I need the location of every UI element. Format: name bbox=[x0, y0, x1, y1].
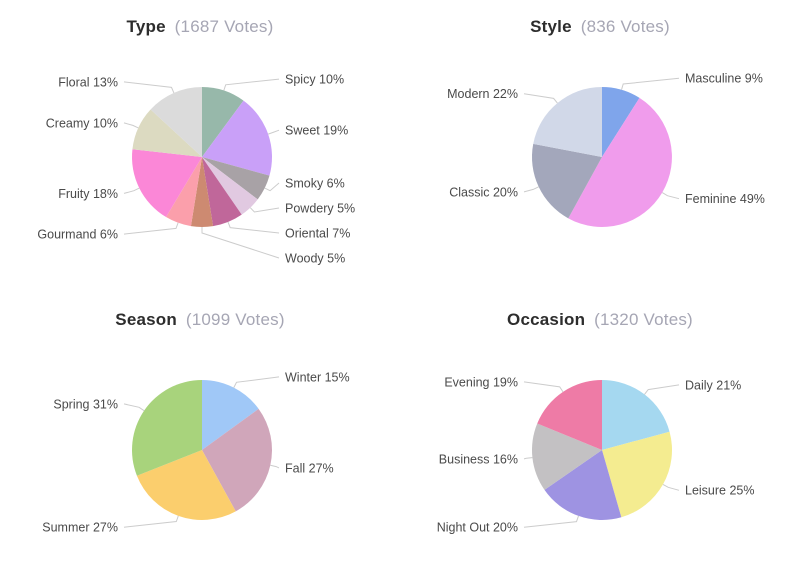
pie-slice-leisure[interactable] bbox=[602, 431, 673, 518]
chart-title-type: Type (1687 Votes) bbox=[0, 17, 400, 37]
label-connector-powdery bbox=[249, 207, 280, 213]
label-connector-evening bbox=[523, 381, 564, 393]
pie-slice-sweet[interactable] bbox=[202, 100, 272, 176]
label-connector-modern bbox=[523, 93, 558, 104]
slice-label-sweet: Sweet 19% bbox=[285, 124, 348, 138]
slice-label-smoky: Smoky 6% bbox=[285, 176, 345, 190]
label-connector-masculine bbox=[621, 77, 680, 90]
slice-label-masculine: Masculine 9% bbox=[685, 72, 763, 86]
pie-slice-spring[interactable] bbox=[132, 380, 202, 476]
slice-label-fruity: Fruity 18% bbox=[58, 187, 118, 201]
pie-slice-powdery[interactable] bbox=[202, 157, 258, 215]
pie-chart-occasion: Daily 21% Leisure 25% Evening 19% Business … bbox=[437, 375, 755, 535]
label-connector-fall bbox=[270, 464, 280, 469]
slice-label-leisure: Leisure 25% bbox=[685, 484, 755, 498]
slice-label-woody: Woody 5% bbox=[285, 251, 345, 265]
chart-title-style: Style (836 Votes) bbox=[400, 17, 800, 37]
slice-label-floral: Floral 13% bbox=[58, 75, 118, 89]
label-connector-business bbox=[523, 457, 533, 460]
pie-slice-evening[interactable] bbox=[537, 380, 602, 450]
slice-label-spicy: Spicy 10% bbox=[285, 72, 344, 86]
pie-slice-smoky[interactable] bbox=[202, 157, 270, 200]
chart-title-season: Season (1099 Votes) bbox=[0, 310, 400, 330]
label-connector-leisure bbox=[662, 483, 680, 491]
slice-label-evening: Evening 19% bbox=[444, 375, 518, 389]
chart-cell-type: Type (1687 Votes) Spicy 10% Sweet 19% Smok… bbox=[0, 0, 400, 293]
slice-label-fall: Fall 27% bbox=[285, 461, 334, 475]
slice-label-winter: Winter 15% bbox=[285, 370, 350, 384]
slice-label-business: Business 16% bbox=[439, 452, 518, 466]
pie-slice-feminine[interactable] bbox=[568, 97, 672, 227]
slice-label-summer: Summer 27% bbox=[42, 521, 118, 535]
chart-title-name: Type bbox=[126, 17, 166, 36]
label-connector-feminine bbox=[662, 192, 680, 200]
pie-chart-style: Masculine 9% Feminine 49% Modern 22% Classi… bbox=[447, 72, 765, 227]
label-connector-daily bbox=[644, 384, 680, 395]
label-connector-classic bbox=[523, 186, 539, 193]
pie-chart-season: Winter 15% Fall 27% Spring 31% Summer 27% bbox=[42, 370, 350, 535]
pie-slice-spicy[interactable] bbox=[202, 87, 244, 157]
pie-slice-floral[interactable] bbox=[150, 87, 202, 157]
pie-slice-oriental[interactable] bbox=[202, 157, 242, 227]
slice-label-gourmand: Gourmand 6% bbox=[37, 227, 118, 241]
label-connector-spicy bbox=[223, 78, 280, 91]
label-connector-creamy bbox=[123, 122, 139, 129]
chart-title-name: Occasion bbox=[507, 310, 586, 329]
label-connector-oriental bbox=[227, 221, 280, 234]
label-connector-winter bbox=[233, 376, 280, 388]
pie-slice-classic[interactable] bbox=[532, 143, 602, 219]
pie-slice-summer[interactable] bbox=[136, 450, 236, 520]
slice-label-powdery: Powdery 5% bbox=[285, 201, 355, 215]
pie-slice-night-out[interactable] bbox=[544, 450, 622, 520]
slice-label-spring: Spring 31% bbox=[53, 397, 118, 411]
slice-label-modern: Modern 22% bbox=[447, 87, 518, 101]
label-connector-fruity bbox=[123, 187, 140, 194]
chart-title-votes: (1320 Votes) bbox=[594, 310, 693, 329]
chart-cell-occasion: Occasion (1320 Votes) Daily 21% Leisure 2… bbox=[400, 293, 800, 586]
pie-slice-masculine[interactable] bbox=[602, 87, 640, 157]
slice-label-creamy: Creamy 10% bbox=[46, 116, 118, 130]
label-connector-smoky bbox=[264, 182, 280, 192]
slice-label-oriental: Oriental 7% bbox=[285, 226, 350, 240]
chart-title-occasion: Occasion (1320 Votes) bbox=[400, 310, 800, 330]
pie-slice-daily[interactable] bbox=[602, 380, 670, 450]
pie-chart-type: Spicy 10% Sweet 19% Smoky 6% Powdery 5% Orie… bbox=[37, 72, 355, 265]
label-connector-sweet bbox=[268, 129, 280, 135]
label-connector-gourmand bbox=[123, 222, 179, 235]
pie-slice-fruity[interactable] bbox=[131, 149, 202, 218]
chart-cell-season: Season (1099 Votes) Winter 15% Fall 27% Sp… bbox=[0, 293, 400, 586]
slice-label-daily: Daily 21% bbox=[685, 378, 741, 392]
pie-slice-business[interactable] bbox=[531, 423, 602, 490]
chart-title-votes: (1099 Votes) bbox=[185, 310, 285, 329]
pie-slice-fall[interactable] bbox=[202, 408, 272, 512]
pie-slice-woody[interactable] bbox=[190, 157, 214, 227]
pie-slice-modern[interactable] bbox=[533, 87, 602, 157]
chart-title-votes: (1687 Votes) bbox=[174, 17, 274, 36]
chart-title-name: Style bbox=[530, 17, 572, 36]
label-connector-floral bbox=[123, 81, 175, 94]
pie-slice-creamy[interactable] bbox=[132, 109, 202, 158]
chart-title-votes: (836 Votes) bbox=[580, 17, 670, 36]
slice-label-night-out: Night Out 20% bbox=[437, 521, 518, 535]
slice-label-feminine: Feminine 49% bbox=[685, 192, 765, 206]
label-connector-spring bbox=[123, 403, 145, 412]
slice-label-classic: Classic 20% bbox=[449, 185, 518, 199]
label-connector-woody bbox=[201, 227, 280, 259]
pie-slice-gourmand[interactable] bbox=[166, 157, 202, 227]
chart-cell-style: Style (836 Votes) Masculine 9% Feminine 4… bbox=[400, 0, 800, 293]
chart-title-name: Season bbox=[115, 310, 177, 329]
pie-slice-winter[interactable] bbox=[202, 380, 259, 450]
label-connector-night-out bbox=[523, 515, 579, 528]
label-connector-summer bbox=[123, 515, 179, 528]
